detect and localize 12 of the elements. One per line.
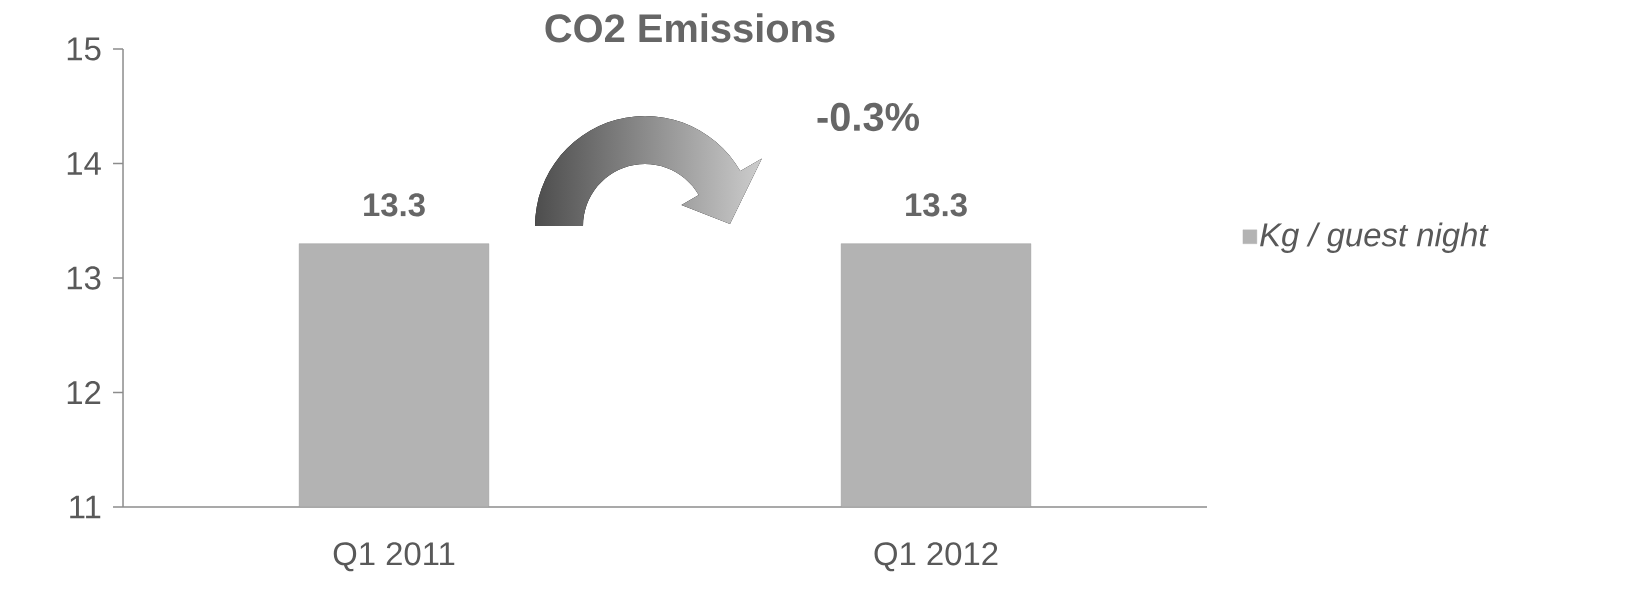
y-tick-label: 14	[67, 152, 101, 175]
y-tick-label: 15	[67, 37, 101, 61]
legend-label: Kg / guest night	[1260, 222, 1489, 254]
data-label: 13.3	[364, 193, 425, 217]
chart-title: CO2 Emissions	[545, 13, 835, 43]
x-tick-label: Q1 2012	[874, 542, 998, 572]
annotation: -0.3%	[817, 102, 919, 132]
x-tick-label: Q1 2011	[333, 542, 455, 572]
y-tick-label: 13	[67, 266, 101, 290]
data-label: 13.3	[906, 193, 967, 217]
y-tick-label: 12	[67, 381, 101, 404]
y-tick-label: 11	[70, 495, 101, 519]
